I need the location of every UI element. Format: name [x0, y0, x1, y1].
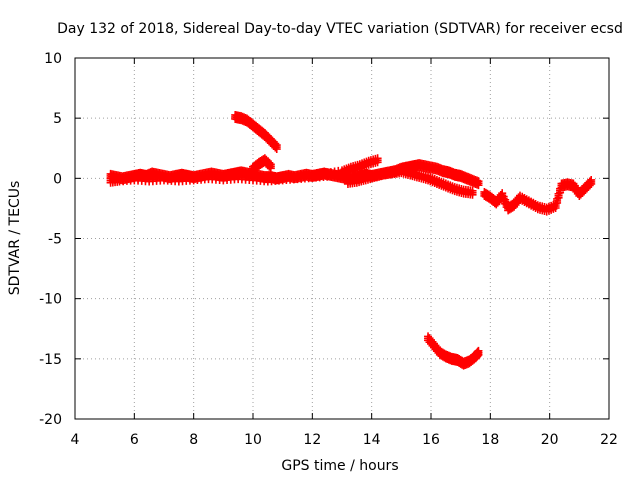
y-tick-label: -15: [39, 352, 62, 368]
data-point: [272, 145, 281, 154]
data-point: [373, 158, 382, 167]
data-point: [553, 198, 562, 207]
x-tick-label: 18: [481, 432, 499, 448]
axis-ticks: 4 6 8 10 12 14 16 18 20 22 -20 -15 -10 -5 0 5 10: [39, 51, 618, 448]
x-tick-label: 6: [130, 432, 139, 448]
y-tick-label: 10: [44, 51, 62, 67]
series: [231, 110, 281, 154]
y-tick-label: -5: [48, 232, 62, 248]
x-tick-label: 16: [422, 432, 440, 448]
x-tick-label: 12: [303, 432, 321, 448]
data-point: [266, 164, 275, 173]
data-point: [468, 190, 477, 199]
data-points: [106, 110, 596, 370]
data-point: [474, 181, 483, 190]
series: [424, 332, 483, 370]
y-tick-label: 0: [53, 171, 62, 187]
x-tick-label: 22: [600, 432, 618, 448]
x-tick-label: 20: [541, 432, 559, 448]
series: [106, 154, 382, 187]
data-point: [556, 188, 565, 197]
data-point: [587, 179, 596, 188]
y-tick-label: 5: [53, 111, 62, 127]
data-point: [474, 350, 483, 359]
x-tick-label: 4: [71, 432, 80, 448]
chart-title: Day 132 of 2018, Sidereal Day-to-day VTE…: [57, 21, 623, 37]
data-point: [554, 193, 563, 202]
x-tick-label: 14: [363, 432, 381, 448]
y-tick-label: -20: [39, 412, 62, 428]
x-tick-label: 8: [189, 432, 198, 448]
x-tick-label: 10: [244, 432, 262, 448]
grid: [75, 58, 609, 419]
x-axis-label: GPS time / hours: [281, 458, 398, 474]
data-point: [585, 181, 594, 190]
data-point: [551, 204, 560, 213]
series: [249, 154, 477, 199]
y-axis-label: SDTVAR / TECUs: [7, 181, 23, 296]
series: [480, 175, 596, 216]
y-tick-label: -10: [39, 292, 62, 308]
